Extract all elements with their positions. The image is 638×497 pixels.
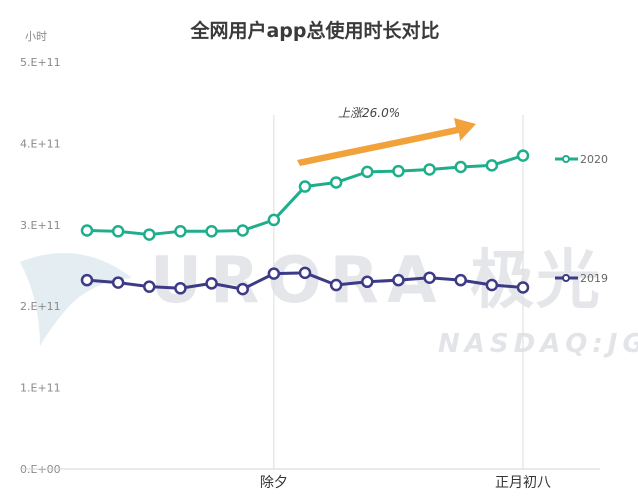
data-point-2020 [423, 163, 436, 176]
y-tick-label: 5.E+11 [20, 56, 61, 69]
legend-marker-2020 [562, 155, 570, 163]
chart-title: 全网用户app总使用时长对比 [189, 19, 439, 42]
data-point-2020 [267, 213, 281, 227]
annotation: 上涨26.0% [297, 106, 476, 166]
y-axis: 0.E+001.E+112.E+113.E+114.E+115.E+11 [20, 56, 61, 476]
watermark-logo-shape [20, 253, 132, 346]
data-point-2020 [80, 224, 94, 237]
data-point-2020 [143, 228, 156, 241]
data-point-2020 [298, 180, 312, 193]
legend-item-2019: 2019 [555, 272, 608, 285]
data-point-2019 [361, 275, 374, 289]
data-point-2020 [485, 159, 499, 172]
legend: 2020 2019 [555, 153, 608, 285]
legend-item-2020: 2020 [555, 153, 608, 166]
data-point-2019 [267, 267, 281, 280]
data-point-2020 [454, 160, 467, 174]
data-point-2020 [205, 225, 218, 238]
data-point-2019 [516, 281, 530, 294]
watermark: URORA 极光 NASDAQ:JG [20, 244, 638, 359]
x-tick-label: 正月初八 [495, 474, 551, 491]
data-point-2020 [361, 165, 374, 179]
watermark-sub: NASDAQ:JG [438, 329, 638, 359]
y-tick-label: 1.E+11 [20, 382, 61, 395]
legend-label-2019: 2019 [580, 272, 608, 285]
increase-arrow [297, 118, 476, 166]
data-point-2019 [454, 273, 467, 287]
y-tick-label: 3.E+11 [20, 219, 61, 232]
series-layer [80, 149, 530, 296]
data-point-2020 [174, 225, 187, 238]
data-point-2020 [392, 164, 405, 178]
data-point-2019 [111, 276, 125, 289]
data-point-2019 [143, 280, 156, 293]
legend-marker-2019 [562, 274, 570, 282]
x-tick-label: 除夕 [260, 475, 288, 491]
y-unit-label: 小时 [25, 30, 47, 43]
data-point-2019 [174, 282, 187, 295]
data-point-2019 [205, 277, 218, 290]
data-point-2019 [80, 273, 94, 287]
y-tick-label: 2.E+11 [20, 300, 61, 313]
data-point-2019 [423, 271, 436, 284]
data-point-2019 [392, 273, 405, 287]
y-tick-label: 4.E+11 [20, 137, 61, 150]
data-point-2020 [236, 224, 249, 237]
annotation-label: 上涨26.0% [338, 106, 400, 120]
legend-label-2020: 2020 [580, 153, 608, 166]
data-point-2019 [298, 266, 312, 280]
data-point-2019 [485, 278, 499, 292]
data-point-2019 [236, 282, 249, 296]
data-point-2020 [329, 176, 343, 189]
data-point-2020 [111, 225, 125, 238]
data-point-2019 [329, 278, 343, 292]
data-point-2020 [516, 149, 530, 162]
